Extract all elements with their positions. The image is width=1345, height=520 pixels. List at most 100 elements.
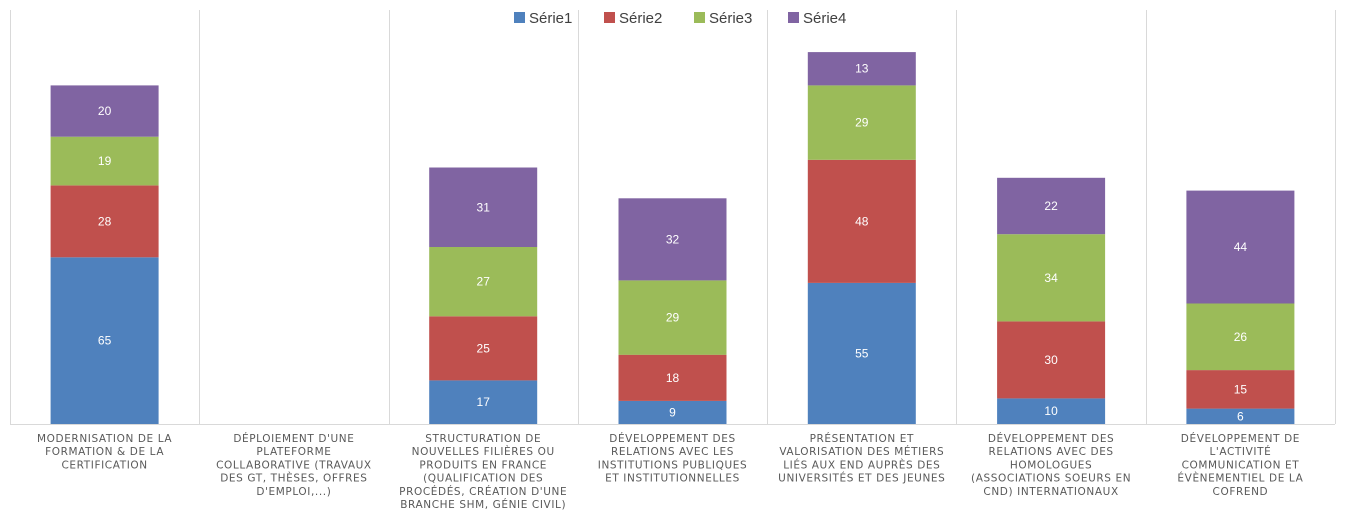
category-label-line: COMMUNICATION ET	[1182, 459, 1300, 471]
bar-segment-série4	[807, 52, 916, 86]
data-label: 48	[855, 214, 869, 228]
category-label-line: D'EMPLOI,...)	[256, 486, 331, 498]
data-label: 18	[666, 371, 680, 385]
category-label: DÉPLOIEMENT D'UNEPLATEFORMECOLLABORATIVE…	[216, 432, 372, 498]
category-label-line: PLATEFORME	[256, 446, 331, 458]
bar-segment-série3	[50, 136, 159, 186]
data-label: 55	[855, 347, 869, 361]
data-label: 44	[1234, 240, 1248, 254]
data-label: 9	[669, 406, 676, 420]
data-label: 20	[98, 104, 112, 118]
category-label-line: (ASSOCIATIONS SOEURS EN	[971, 473, 1131, 485]
category-label-line: BRANCHE SHM, GÉNIE CIVIL)	[400, 498, 566, 511]
data-label: 15	[1234, 382, 1248, 396]
data-label: 6	[1237, 409, 1244, 423]
bar-segment-série3	[807, 85, 916, 160]
bar-segment-série2	[807, 159, 916, 283]
category-label-line: VALORISATION DES MÉTIERS	[779, 445, 944, 458]
legend-label: Série2	[619, 10, 662, 27]
category-label-line: L'ACTIVITÉ	[1209, 445, 1271, 458]
category-label-line: UNIVERSITÉS ET DES JEUNES	[778, 472, 945, 485]
bar-segment-série4	[50, 85, 159, 137]
category-label-line: CERTIFICATION	[61, 459, 147, 471]
category-label-line: DÉVELOPPEMENT DES	[988, 432, 1114, 445]
data-label: 28	[98, 214, 112, 228]
data-label: 65	[98, 334, 112, 348]
category-label-line: PRODUITS EN FRANCE	[419, 459, 547, 471]
legend-swatch	[788, 12, 799, 23]
legend-item: Série3	[694, 10, 752, 27]
bar-segment-série2	[50, 185, 159, 258]
legend-swatch	[604, 12, 615, 23]
data-label: 34	[1044, 271, 1058, 285]
data-label: 22	[1044, 199, 1058, 213]
legend-label: Série3	[709, 10, 752, 27]
bar-segment-série1	[1186, 408, 1295, 424]
category-label-line: NOUVELLES FILIÈRES OU	[412, 445, 555, 458]
legend-swatch	[514, 12, 525, 23]
data-label: 17	[477, 395, 491, 409]
legend-item: Série2	[604, 10, 662, 27]
category-label-line: DES GT, THÈSES, OFFRES	[220, 472, 367, 485]
category-label: DÉVELOPPEMENT DEL'ACTIVITÉCOMMUNICATION …	[1177, 432, 1303, 498]
bar-segment-série1	[50, 257, 159, 424]
category-label-line: PROCÉDÉS, CRÉATION D'UNE	[399, 485, 567, 498]
data-label: 10	[1044, 404, 1058, 418]
category-label-line: RELATIONS AVEC DES	[988, 446, 1113, 458]
bar-segment-série2	[429, 316, 538, 381]
bar-segment-série4	[618, 198, 727, 281]
legend-label: Série4	[803, 10, 846, 27]
category-label-line: ÉVÈNEMENTIEL DE LA	[1177, 472, 1303, 485]
category-label-line: (QUALIFICATION DES	[423, 473, 543, 485]
data-label: 29	[855, 116, 869, 130]
bar-segment-série3	[429, 247, 538, 317]
category-separators	[10, 10, 1336, 425]
data-label: 13	[855, 62, 869, 76]
bar-segment-série1	[429, 380, 538, 424]
category-label-line: HOMOLOGUES	[1010, 459, 1092, 471]
category-label-line: FORMATION & DE LA	[45, 446, 164, 458]
category-label-line: INSTITUTIONS PUBLIQUES	[598, 459, 747, 471]
data-label: 31	[477, 200, 491, 214]
data-label: 26	[1234, 330, 1248, 344]
bar-segment-série2	[997, 321, 1106, 399]
legend-label: Série1	[529, 10, 572, 27]
category-label-line: CND) INTERNATIONAUX	[983, 486, 1118, 498]
data-label: 27	[477, 275, 491, 289]
category-label-line: DÉVELOPPEMENT DE	[1181, 432, 1300, 445]
bar-segment-série1	[807, 282, 916, 424]
category-label-line: MODERNISATION DE LA	[37, 433, 172, 445]
category-label-line: STRUCTURATION DE	[425, 433, 541, 445]
category-label-line: DÉPLOIEMENT D'UNE	[233, 432, 354, 445]
bar-segment-série4	[1186, 190, 1295, 304]
legend-swatch	[694, 12, 705, 23]
data-label: 25	[477, 341, 491, 355]
category-label-line: PRÉSENTATION ET	[810, 432, 914, 445]
legend: Série1 Série2 Série3 Série4	[514, 10, 846, 27]
category-label-line: DÉVELOPPEMENT DES	[609, 432, 735, 445]
category-label-line: COFREND	[1213, 486, 1269, 498]
category-label-line: COLLABORATIVE (TRAVAUX	[216, 459, 372, 471]
bar-segment-série4	[997, 177, 1106, 235]
data-label: 30	[1044, 353, 1058, 367]
legend-item: Série4	[788, 10, 846, 27]
data-label: 29	[666, 311, 680, 325]
category-label-line: LIÉS AUX END AUPRÈS DES	[783, 458, 940, 471]
bar-segment-série2	[1186, 370, 1295, 409]
bar-segment-série3	[1186, 303, 1295, 371]
bar-segment-série2	[618, 354, 727, 401]
category-label-line: RELATIONS AVEC LES	[611, 446, 734, 458]
bar-segment-série4	[429, 167, 538, 247]
data-label: 19	[98, 154, 112, 168]
bar-marks: 65 28 19 20 17 25 27 31 9 18 29 32 55 48 29 13 10 30 34 22 6…	[50, 52, 1295, 424]
legend-item: Série1	[514, 10, 572, 27]
bar-segment-série3	[618, 280, 727, 355]
category-label-line: ET INSTITUTIONNELLES	[605, 473, 740, 485]
